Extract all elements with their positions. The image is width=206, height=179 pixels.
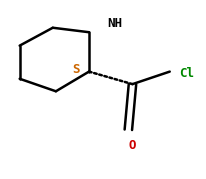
Text: NH: NH [107,17,122,30]
Text: S: S [71,63,79,76]
Text: O: O [128,139,136,152]
Text: Cl: Cl [178,67,193,80]
